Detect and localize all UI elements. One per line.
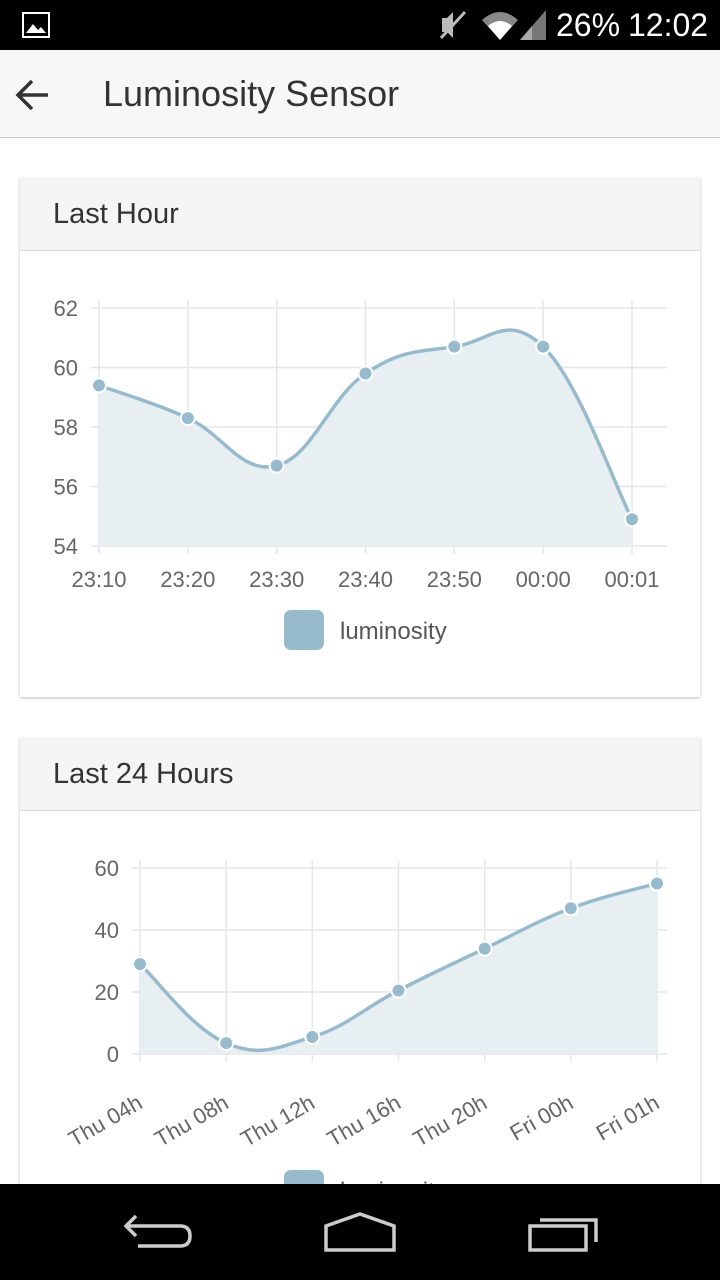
card-title: Last Hour: [53, 198, 179, 230]
data-point: [91, 377, 107, 394]
recents-icon[interactable]: [524, 1208, 604, 1258]
last-hour-card: Last Hour 62 60 58 56 54 23:10 23:20 23:30 23:40…: [20, 178, 700, 697]
y-tick-label: 60: [54, 356, 78, 381]
y-tick-label: 62: [54, 296, 78, 321]
x-tick-label: 23:30: [249, 567, 304, 592]
data-point: [357, 365, 374, 382]
y-tick-label: 60: [95, 856, 119, 881]
data-point: [268, 457, 285, 474]
series-area: [99, 330, 632, 546]
legend-swatch: [284, 610, 324, 650]
app-bar: Luminosity Sensor: [0, 50, 720, 138]
arrow-back-icon[interactable]: [10, 72, 56, 118]
legend-label: luminosity: [340, 618, 447, 645]
mute-icon: [439, 10, 467, 40]
x-tick-label: Thu 04h: [64, 1090, 146, 1152]
x-tick-label: 23:20: [160, 567, 215, 592]
data-point: [624, 511, 640, 528]
y-tick-label: 20: [95, 980, 119, 1005]
data-point: [218, 1035, 235, 1052]
y-tick-label: 56: [54, 475, 78, 500]
data-point: [535, 338, 552, 355]
card-header: Last 24 Hours: [20, 738, 700, 811]
data-point: [446, 338, 463, 355]
x-tick-label: 23:50: [427, 567, 482, 592]
data-point: [132, 956, 148, 973]
x-tick-label: 00:00: [516, 567, 571, 592]
battery-level: 26%: [556, 7, 621, 43]
y-tick-label: 54: [54, 534, 78, 559]
last-24-hours-card: Last 24 Hours 60 40 20 0 Thu 04h Thu 08h Thu 1…: [20, 738, 700, 1210]
card-header: Last Hour: [20, 178, 700, 251]
data-point: [476, 940, 493, 957]
data-point: [649, 875, 665, 892]
x-tick-label: Thu 08h: [150, 1090, 232, 1152]
y-tick-label: 40: [95, 918, 119, 943]
image-icon: [22, 12, 50, 38]
x-tick-label: Thu 12h: [236, 1090, 318, 1152]
status-bar: 26% 12:02: [0, 0, 720, 50]
y-tick-label: 58: [54, 415, 78, 440]
y-tick-label: 0: [107, 1042, 119, 1067]
series-area: [140, 883, 657, 1054]
card-title: Last 24 Hours: [53, 758, 234, 790]
data-point: [390, 982, 407, 999]
x-tick-label: Fri 00h: [506, 1090, 578, 1146]
last-24-hours-chart: 60 40 20 0 Thu 04h Thu 08h Thu 12h Thu 16h Thu 2…: [64, 856, 667, 1210]
x-tick-label: 00:01: [604, 567, 659, 592]
data-point: [304, 1028, 321, 1045]
clock: 12:02: [628, 7, 709, 43]
signal-icon: [520, 10, 546, 40]
navigation-bar: [0, 1184, 720, 1280]
x-tick-label: Thu 20h: [409, 1090, 491, 1152]
home-icon[interactable]: [320, 1208, 400, 1258]
data-point: [179, 410, 196, 427]
wifi-icon: [482, 12, 518, 40]
x-tick-label: Fri 01h: [592, 1090, 664, 1146]
page-title: Luminosity Sensor: [103, 73, 400, 114]
data-point: [562, 900, 579, 917]
x-tick-label: 23:40: [338, 567, 393, 592]
last-hour-chart: 62 60 58 56 54 23:10 23:20 23:30 23:40 23:50 00:00…: [54, 296, 667, 650]
x-tick-label: Thu 16h: [323, 1090, 405, 1152]
chart-legend: luminosity: [284, 610, 447, 650]
back-nav-icon[interactable]: [120, 1208, 200, 1258]
x-tick-label: 23:10: [71, 567, 126, 592]
